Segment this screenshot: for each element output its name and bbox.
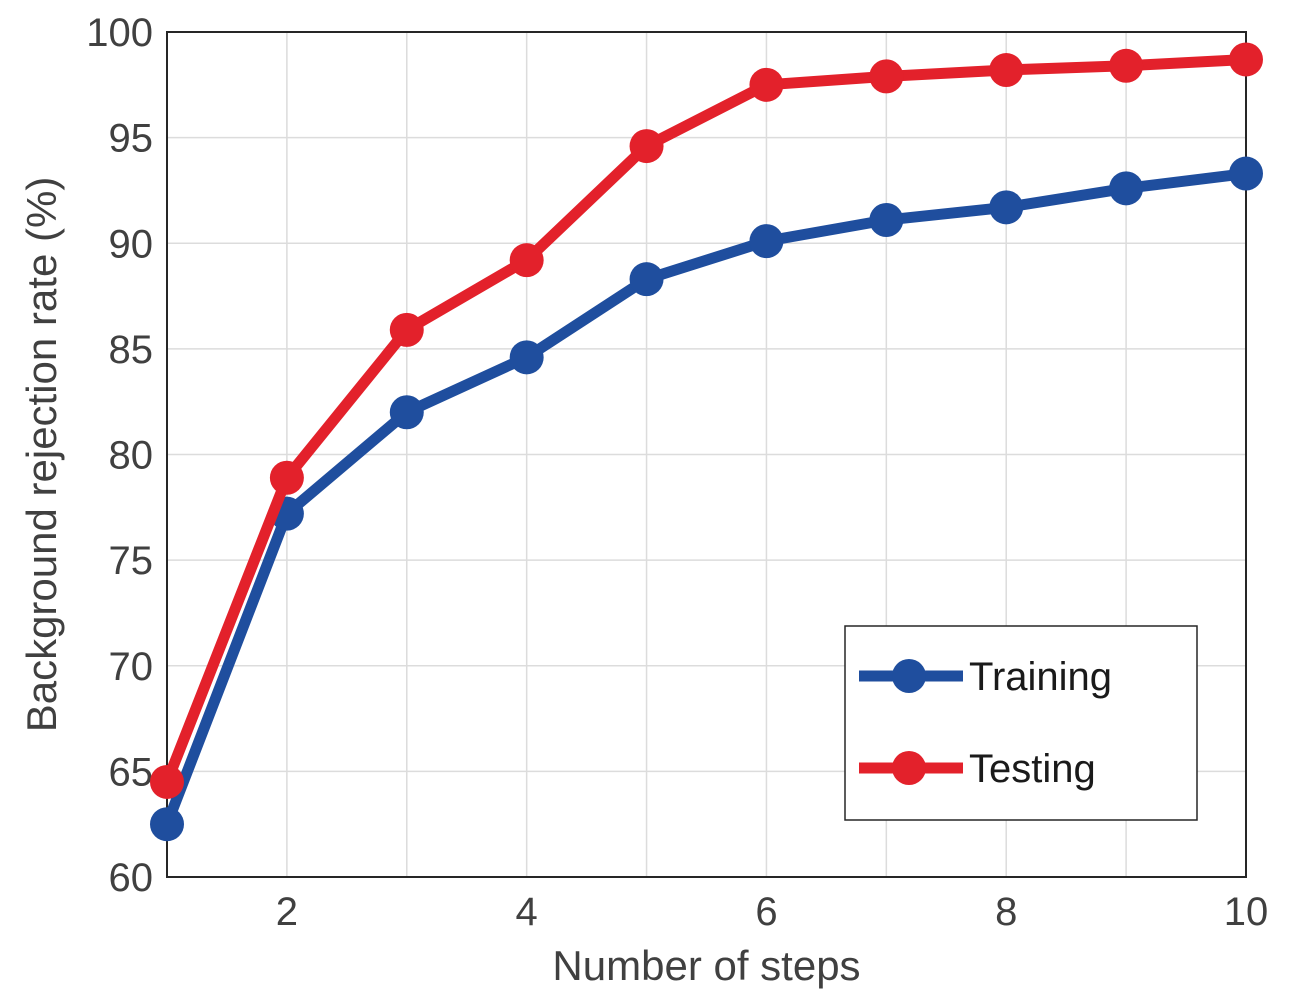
data-point-training	[389, 395, 424, 430]
y-axis-label: Background rejection rate (%)	[18, 177, 65, 733]
y-tick-label: 80	[109, 434, 154, 478]
data-point-training	[629, 262, 664, 297]
data-point-training	[1109, 171, 1144, 206]
data-point-testing	[749, 67, 784, 102]
data-point-training	[1229, 156, 1263, 191]
data-point-testing	[269, 460, 304, 495]
data-point-training	[989, 190, 1024, 225]
x-tick-label: 8	[995, 890, 1017, 934]
y-tick-label: 100	[86, 11, 153, 55]
series-testing	[150, 42, 1263, 799]
series-layer	[150, 42, 1263, 842]
x-tick-label: 6	[755, 890, 777, 934]
x-tick-label: 10	[1224, 890, 1269, 934]
data-point-testing	[509, 243, 544, 278]
data-point-testing	[389, 312, 424, 347]
legend-box	[844, 625, 1198, 821]
legend: Training Testing	[844, 625, 1198, 821]
y-tick-label: 90	[109, 222, 154, 266]
legend-entry-testing: Testing	[859, 747, 1096, 791]
legend-label-training: Training	[969, 655, 1112, 699]
legend-entry-training: Training	[859, 655, 1112, 699]
legend-label-testing: Testing	[969, 747, 1096, 791]
series-line-testing	[161, 53, 1252, 788]
y-tick-label: 75	[109, 539, 154, 583]
plot-area-frame	[166, 31, 1247, 878]
x-tick-label: 2	[276, 890, 298, 934]
data-point-training	[869, 203, 904, 238]
data-point-testing	[629, 129, 664, 164]
data-point-training	[509, 340, 544, 375]
x-axis-label: Number of steps	[552, 942, 860, 989]
data-point-training	[749, 224, 784, 259]
y-tick-label: 70	[109, 645, 154, 689]
data-point-testing	[1109, 48, 1144, 83]
data-point-testing	[989, 53, 1024, 88]
y-tick-label: 85	[109, 328, 154, 372]
data-point-testing	[869, 59, 904, 94]
data-point-testing	[1229, 42, 1263, 77]
x-tick-label: 4	[516, 890, 538, 934]
data-point-training	[150, 807, 184, 842]
legend-marker-training	[892, 659, 926, 693]
y-tick-label: 60	[109, 856, 154, 900]
series-line-training	[161, 168, 1252, 830]
y-tick-label: 95	[109, 117, 154, 161]
y-tick-label: 65	[109, 750, 154, 794]
grid	[167, 32, 1246, 877]
tick-labels: 2 4 6 8 10 60 65 70 75 80 85 90 95 100	[86, 11, 1268, 934]
data-point-testing	[150, 764, 184, 799]
legend-marker-testing	[892, 751, 926, 785]
